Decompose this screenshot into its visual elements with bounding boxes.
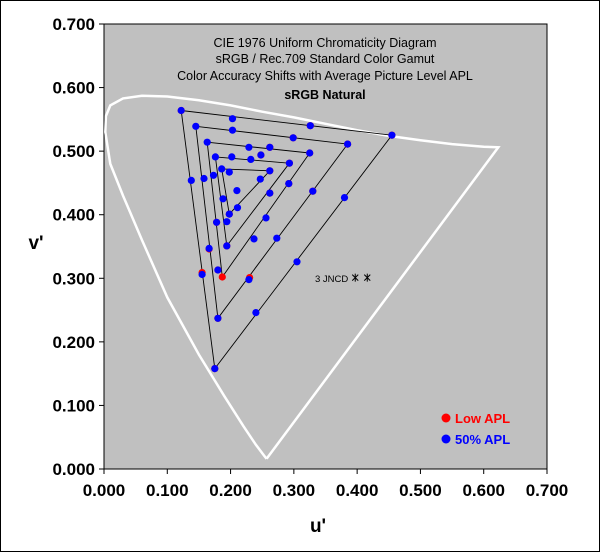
apl-50-point — [211, 153, 219, 161]
apl-50-point — [228, 115, 237, 123]
apl-50-point — [262, 214, 270, 222]
apl-50-point — [228, 126, 237, 134]
apl-50-point — [225, 210, 233, 218]
apl-50-point — [256, 175, 264, 183]
jncd-annotation: 3 JNCD — [315, 274, 348, 285]
apl-50-point — [223, 242, 231, 250]
apl-50-point — [245, 276, 253, 284]
apl-50-point — [247, 155, 255, 163]
x-tick-label: 0.700 — [526, 481, 569, 500]
legend: Low APL 50% APL — [441, 411, 510, 447]
apl-50-point — [273, 234, 281, 242]
apl-50-point — [223, 218, 231, 226]
apl-50-point — [228, 153, 236, 161]
x-tick-label: 0.100 — [146, 481, 189, 500]
apl-50-point — [388, 131, 396, 139]
apl-50-point — [200, 174, 208, 183]
apl-50-point — [233, 187, 241, 195]
y-tick-label: 0.500 — [52, 142, 95, 161]
apl-50-point — [205, 244, 213, 252]
x-tick-label: 0.600 — [462, 481, 505, 500]
spectral-locus — [104, 94, 501, 460]
apl-50-point — [225, 168, 233, 176]
legend-label-low-apl: Low APL — [455, 411, 510, 426]
apl-50-point — [257, 151, 265, 159]
x-tick-label: 0.300 — [273, 481, 316, 500]
gamut-triangle — [221, 168, 271, 216]
x-axis-label: u' — [310, 516, 326, 537]
y-tick-label: 0.200 — [52, 333, 95, 352]
apl-50-point — [203, 138, 211, 146]
x-tick-label: 0.200 — [209, 481, 252, 500]
apl-50-point — [211, 365, 219, 373]
low-apl-point — [218, 273, 226, 281]
legend-marker-50-apl — [441, 434, 451, 444]
x-tick-label: 0.000 — [83, 481, 126, 500]
apl-50-point — [192, 122, 200, 130]
apl-50-point — [177, 106, 185, 115]
apl-50-point — [266, 189, 274, 197]
y-tick-label: 0.400 — [52, 206, 95, 225]
x-tick-label: 0.400 — [336, 481, 379, 500]
apl-50-point — [309, 187, 317, 195]
apl-50-point — [266, 143, 274, 151]
apl-50-point — [306, 122, 314, 130]
legend-label-50-apl: 50% APL — [455, 432, 510, 447]
y-tick-label: 0.100 — [52, 396, 95, 415]
apl-50-point — [289, 134, 297, 142]
apl-50-point — [252, 309, 260, 317]
apl-50-point — [285, 180, 293, 188]
x-tick-label: 0.500 — [399, 481, 442, 500]
chart-subtitle: sRGB Natural — [284, 88, 365, 102]
apl-50-point — [266, 167, 274, 175]
apl-50-point — [340, 194, 349, 202]
title-line-3: Color Accuracy Shifts with Average Pictu… — [177, 69, 473, 83]
apl-50-point — [250, 235, 258, 243]
apl-50-point — [233, 204, 242, 212]
y-tick-label: 0.000 — [52, 460, 95, 479]
apl-50-point — [214, 266, 222, 274]
apl-50-point — [306, 149, 314, 157]
y-tick-label: 0.300 — [52, 269, 95, 288]
apl-50-point — [245, 143, 253, 151]
y-axis-label: v' — [28, 233, 43, 254]
apl-50-point — [187, 176, 195, 184]
y-tick-label: 0.600 — [52, 79, 95, 98]
title-line-2: sRGB / Rec.709 Standard Color Gamut — [216, 52, 435, 66]
y-tick-label: 0.700 — [52, 15, 95, 34]
apl-50-point — [219, 195, 227, 203]
apl-50-point — [285, 159, 293, 167]
apl-50-point — [209, 171, 218, 179]
jncd-marker — [351, 273, 359, 282]
apl-50-point — [214, 314, 222, 322]
title-line-1: CIE 1976 Uniform Chromaticity Diagram — [214, 36, 437, 50]
legend-marker-low-apl — [441, 413, 451, 423]
apl-50-point — [198, 270, 206, 279]
apl-50-point — [213, 218, 221, 226]
gamut-triangle — [195, 125, 349, 320]
apl-50-point — [218, 165, 226, 173]
gamut-triangle — [180, 109, 393, 370]
apl-50-point — [293, 258, 301, 266]
jncd-marker — [363, 273, 371, 282]
apl-50-point — [344, 140, 352, 148]
